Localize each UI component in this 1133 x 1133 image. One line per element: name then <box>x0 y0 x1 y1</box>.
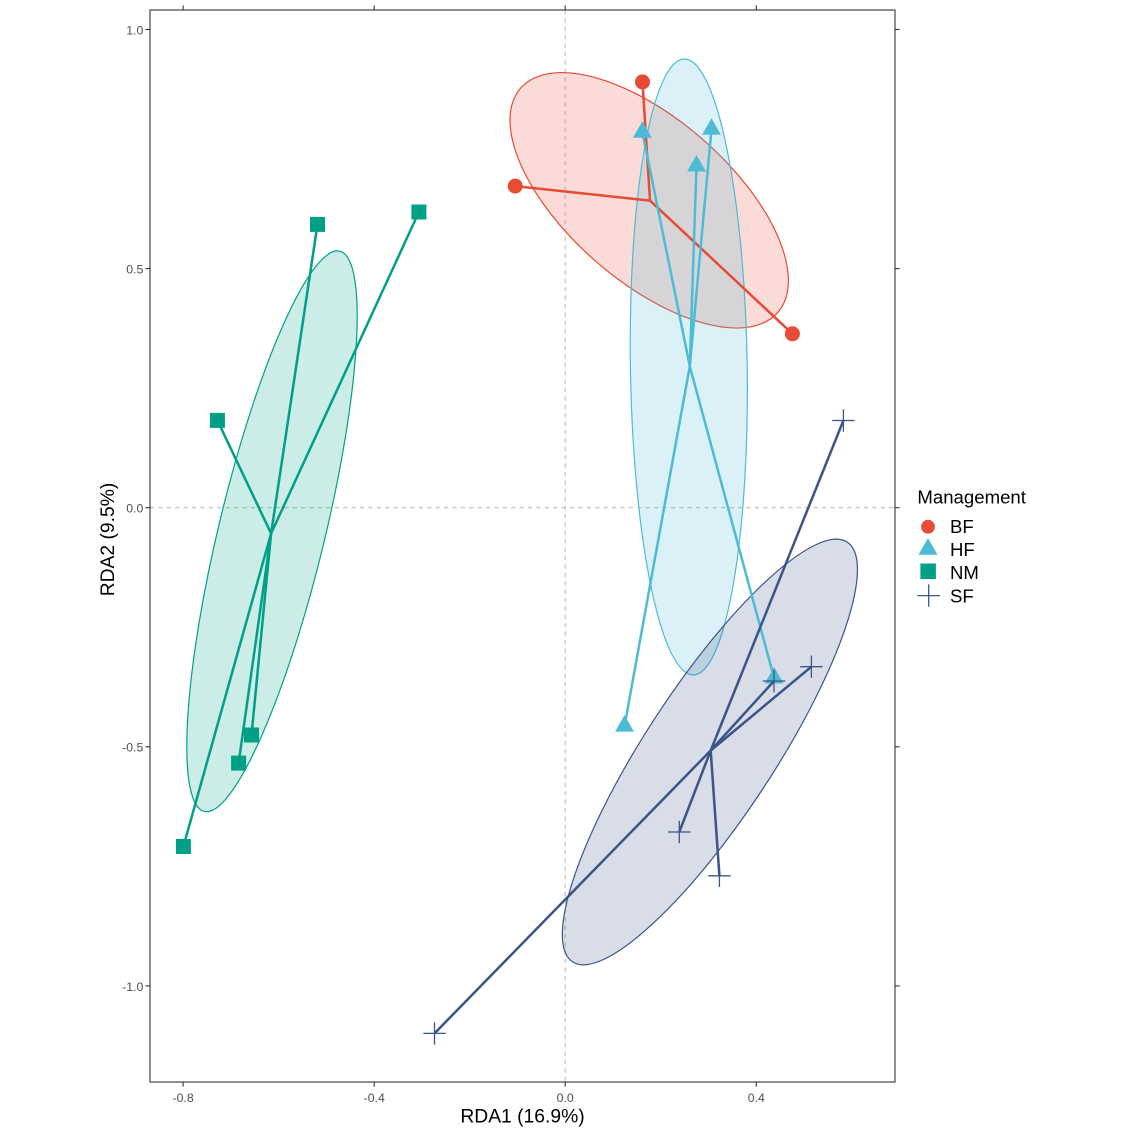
svg-text:-1.0: -1.0 <box>122 980 143 994</box>
svg-text:-0.8: -0.8 <box>172 1091 193 1105</box>
svg-text:HF: HF <box>950 539 975 560</box>
svg-text:NM: NM <box>950 562 979 583</box>
svg-text:-0.5: -0.5 <box>122 741 143 755</box>
svg-text:RDA1 (16.9%): RDA1 (16.9%) <box>460 1107 584 1128</box>
svg-text:SF: SF <box>950 585 974 606</box>
svg-text:0.5: 0.5 <box>126 263 143 277</box>
svg-text:BF: BF <box>950 516 974 537</box>
svg-text:1.0: 1.0 <box>126 23 143 37</box>
svg-text:RDA2 (9.5%): RDA2 (9.5%) <box>98 483 119 597</box>
svg-text:Management: Management <box>917 487 1026 508</box>
svg-text:-0.4: -0.4 <box>364 1091 385 1105</box>
svg-text:0.0: 0.0 <box>126 502 143 516</box>
svg-text:0.0: 0.0 <box>557 1091 574 1105</box>
svg-text:0.4: 0.4 <box>748 1091 765 1105</box>
